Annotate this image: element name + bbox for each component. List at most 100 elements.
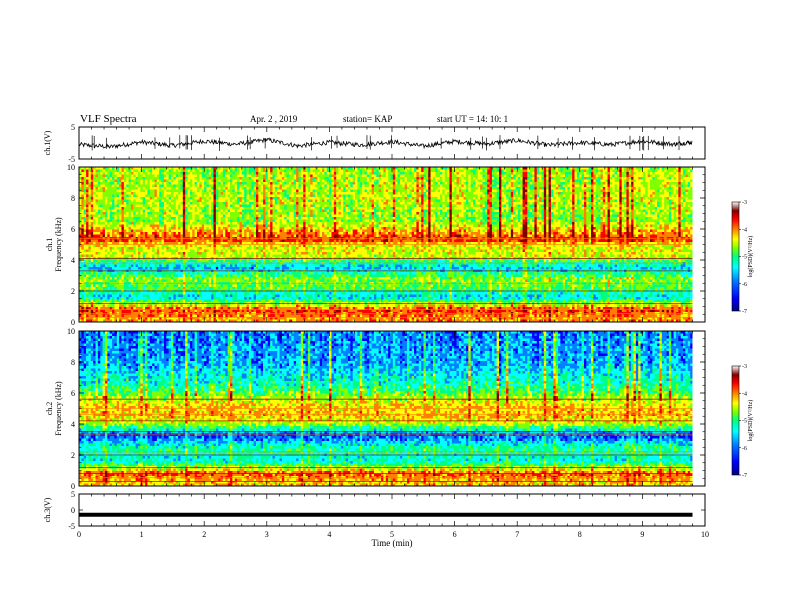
spectrogram-cell bbox=[289, 209, 292, 213]
spectrogram-cell bbox=[274, 169, 278, 173]
spectrogram-cell bbox=[402, 182, 405, 185]
spectrogram-cell bbox=[359, 172, 363, 175]
spectrogram-cell bbox=[595, 172, 599, 175]
spectrogram-cell bbox=[373, 212, 377, 215]
spectrogram-cell bbox=[595, 207, 599, 210]
spectrogram-cell bbox=[239, 184, 243, 188]
spectrogram-cell bbox=[463, 179, 467, 183]
spectrogram-cell bbox=[95, 174, 99, 178]
spectrogram-cell bbox=[425, 182, 429, 185]
spectrogram-cell bbox=[359, 197, 363, 200]
spectrogram-cell bbox=[388, 189, 391, 193]
spectrogram-cell bbox=[100, 199, 103, 203]
spectrogram-cell bbox=[284, 172, 287, 175]
spectrogram-cell bbox=[428, 194, 431, 198]
spectrogram-cell bbox=[281, 202, 285, 205]
spectrogram-cell bbox=[267, 194, 271, 198]
spectrogram-cell bbox=[189, 204, 193, 208]
spectrogram-cell bbox=[461, 192, 464, 195]
spectrogram-cell bbox=[119, 204, 122, 208]
spectrogram-cell bbox=[664, 179, 667, 183]
spectrogram-cell bbox=[329, 177, 332, 180]
spectrogram-cell bbox=[194, 184, 198, 188]
spectrogram-cell bbox=[180, 179, 184, 183]
spectrogram-cell bbox=[609, 209, 613, 213]
spectrogram-cell bbox=[81, 199, 85, 203]
spectrogram-cell bbox=[227, 194, 231, 198]
spectrogram-cell bbox=[189, 194, 193, 198]
spectrogram-cell bbox=[102, 209, 106, 213]
spectrogram-cell bbox=[194, 189, 198, 193]
spectrogram-cell bbox=[286, 174, 290, 178]
spectrogram-cell bbox=[357, 207, 361, 210]
spectrogram-cell bbox=[208, 199, 212, 203]
spectrogram-cell bbox=[248, 202, 252, 205]
spectrogram-cell bbox=[350, 194, 354, 198]
spectrogram-cell bbox=[690, 194, 693, 198]
spectrogram-cell bbox=[293, 169, 297, 173]
spectrogram-cell bbox=[291, 184, 295, 188]
spectrogram-cell bbox=[79, 174, 82, 178]
spectrogram-cell bbox=[310, 184, 313, 188]
spectrogram-cell bbox=[418, 179, 422, 183]
spectrogram-cell bbox=[371, 212, 375, 215]
spectrogram-cell bbox=[175, 212, 179, 215]
spectrogram-cell bbox=[90, 177, 94, 180]
spectrogram-cell bbox=[340, 207, 344, 210]
spectrogram-cell bbox=[463, 189, 467, 193]
spectrogram-cell bbox=[225, 197, 228, 200]
spectrogram-cell bbox=[274, 187, 278, 190]
spectrogram-cell bbox=[383, 207, 387, 210]
spectrogram-cell bbox=[440, 212, 443, 215]
spectrogram-cell bbox=[666, 207, 670, 210]
spectrogram-cell bbox=[569, 192, 573, 195]
spectrogram-cell bbox=[390, 192, 394, 195]
spectrogram-cell bbox=[312, 172, 316, 175]
spectrogram-cell bbox=[581, 177, 585, 180]
spectrogram-cell bbox=[289, 202, 292, 205]
spectrogram-cell bbox=[173, 189, 177, 193]
spectrogram-cell bbox=[220, 167, 224, 170]
spectrogram-cell bbox=[218, 197, 221, 200]
spectrogram-cell bbox=[218, 204, 221, 208]
spectrogram-cell bbox=[352, 174, 356, 178]
spectrogram-cell bbox=[336, 209, 339, 213]
spectrogram-cell bbox=[591, 174, 594, 178]
spectrogram-cell bbox=[480, 174, 483, 178]
spectrogram-cell bbox=[133, 202, 136, 205]
spectrogram-cell bbox=[661, 167, 665, 170]
spectrogram-cell bbox=[93, 187, 96, 190]
spectrogram-cell bbox=[680, 199, 684, 203]
spectrogram-cell bbox=[263, 169, 266, 173]
spectrogram-cell bbox=[598, 192, 601, 195]
spectrogram-cell bbox=[576, 167, 580, 170]
spectrogram-cell bbox=[109, 177, 113, 180]
spectrogram-cell bbox=[661, 207, 665, 210]
spectrogram-cell bbox=[456, 177, 460, 180]
spectrogram-cell bbox=[376, 197, 379, 200]
spectrogram-cell bbox=[246, 179, 250, 183]
spectrogram-cell bbox=[286, 179, 290, 183]
spectrogram-cell bbox=[470, 169, 474, 173]
spectrogram-cell bbox=[222, 209, 226, 213]
spectrogram-cell bbox=[100, 209, 103, 213]
spectrogram-cell bbox=[187, 209, 191, 213]
spectrogram-cell bbox=[284, 184, 287, 188]
spectrogram-cell bbox=[567, 189, 571, 193]
spectrogram-cell bbox=[444, 204, 448, 208]
spectrogram-cell bbox=[553, 187, 556, 190]
spectrogram-cell bbox=[680, 184, 684, 188]
spectrogram-cell bbox=[154, 187, 158, 190]
spectrogram-cell bbox=[548, 184, 552, 188]
spectrogram-cell bbox=[451, 187, 455, 190]
spectrogram-cell bbox=[397, 184, 401, 188]
spectrogram-cell bbox=[425, 192, 429, 195]
spectrogram-cell bbox=[381, 184, 384, 188]
spectrogram-cell bbox=[406, 207, 410, 210]
spectrogram-cell bbox=[534, 177, 538, 180]
spectrogram-cell bbox=[553, 184, 556, 188]
spectrogram-cell bbox=[536, 189, 540, 193]
spectrogram-cell bbox=[286, 187, 290, 190]
spectrogram-cell bbox=[81, 189, 85, 193]
spectrogram-cell bbox=[640, 184, 644, 188]
